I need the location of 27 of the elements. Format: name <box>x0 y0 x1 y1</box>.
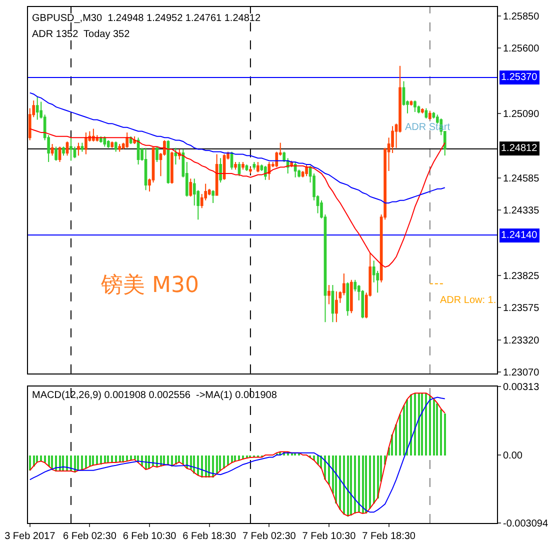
y-tick-label: -0.003094 <box>503 518 548 530</box>
x-tick-label: 3 Feb 2017 <box>4 531 56 542</box>
y-tick-label: 0.00313 <box>503 382 540 393</box>
annotation: 镑美 M30 <box>100 273 199 298</box>
y-tick-label: 1.25850 <box>503 11 540 22</box>
y-tick-label: 1.23320 <box>503 336 540 347</box>
y-tick-label: 1.23575 <box>503 302 540 314</box>
y-tick-label: 1.23825 <box>503 270 540 282</box>
y-tick-label: 1.24335 <box>503 206 540 217</box>
x-tick-label: 6 Feb 18:30 <box>182 531 236 542</box>
text: ADR 1352 Today 352 <box>32 29 130 40</box>
text: GBPUSD_,M30 1.24948 1.24952 1.24761 1.24812 <box>32 13 261 24</box>
x-tick-label: 6 Feb 02:30 <box>63 531 117 542</box>
x-tick-label: 6 Feb 10:30 <box>122 531 177 542</box>
annotation: ADR Low: 1. <box>440 295 496 306</box>
y-tick-label: 1.25600 <box>503 43 540 54</box>
x-tick-label: 7 Feb 18:30 <box>362 531 416 542</box>
y-tick-label: 0.00 <box>503 450 523 462</box>
y-tick-label: 1.24585 <box>503 174 540 185</box>
y-tick-label: 1.25090 <box>503 108 540 120</box>
chart-title: MACD(12,26,9) 0.001908 0.002556 ->MA(1) 0.001908 <box>32 390 278 401</box>
y-tick-label: 1.23070 <box>503 368 540 379</box>
ref-line-label: 1.25370 <box>501 72 538 83</box>
x-tick-label: 7 Feb 10:30 <box>302 531 356 542</box>
ref-line-label: 1.24812 <box>501 143 538 154</box>
ref-line-label: 1.24140 <box>501 230 538 241</box>
x-tick-label: 7 Feb 02:30 <box>242 531 296 542</box>
